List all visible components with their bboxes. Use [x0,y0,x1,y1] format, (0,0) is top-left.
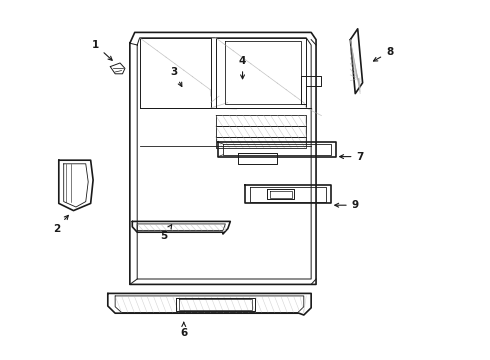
Text: 5: 5 [161,225,171,241]
Text: 4: 4 [239,56,246,79]
Text: 7: 7 [340,152,364,162]
Text: 1: 1 [92,40,112,60]
Text: 6: 6 [180,322,187,338]
Text: 2: 2 [53,215,68,234]
Text: 3: 3 [171,67,182,86]
Text: 9: 9 [335,200,359,210]
Text: 8: 8 [373,47,393,61]
